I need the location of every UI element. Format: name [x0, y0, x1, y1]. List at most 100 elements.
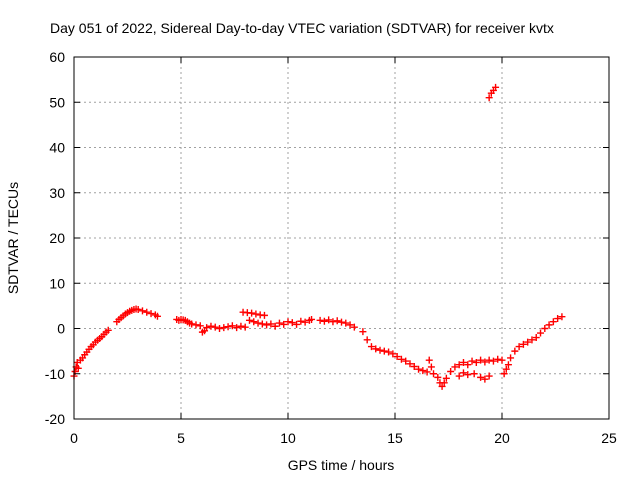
- data-point: [464, 361, 472, 369]
- data-point: [301, 318, 309, 326]
- data-point: [267, 320, 275, 328]
- data-point: [284, 318, 292, 326]
- data-point: [481, 375, 489, 383]
- data-point: [438, 382, 446, 390]
- data-point: [427, 363, 435, 371]
- y-tick-label: -10: [45, 366, 65, 382]
- data-point: [241, 323, 249, 331]
- data-point: [258, 320, 266, 328]
- data-point: [515, 343, 523, 351]
- data-point: [434, 373, 442, 381]
- data-point: [451, 363, 459, 371]
- data-point: [389, 350, 397, 358]
- x-tick-label: 15: [387, 430, 403, 446]
- x-tick-label: 25: [601, 430, 617, 446]
- data-point: [472, 358, 480, 366]
- data-point: [502, 365, 510, 373]
- data-point: [385, 348, 393, 356]
- data-points: [70, 83, 566, 390]
- axis-ticks: 0 5 10 15 20 25 -20 -10 0 10 20 30 40 50 60: [45, 49, 617, 446]
- data-point: [147, 310, 155, 318]
- data-point: [346, 321, 354, 329]
- data-point: [507, 354, 515, 362]
- data-point: [359, 328, 367, 336]
- data-point: [447, 367, 455, 375]
- data-point: [250, 318, 258, 326]
- data-point: [532, 334, 540, 342]
- y-tick-label: 20: [49, 230, 65, 246]
- data-point: [254, 319, 262, 327]
- data-point: [372, 345, 380, 353]
- data-point: [207, 322, 215, 330]
- data-point: [228, 322, 236, 330]
- data-point: [233, 324, 241, 332]
- data-point: [316, 316, 324, 324]
- data-point: [280, 320, 288, 328]
- y-tick-label: 60: [49, 49, 65, 65]
- data-point: [430, 370, 438, 378]
- data-point: [192, 321, 200, 329]
- data-point: [492, 83, 500, 91]
- data-point: [342, 319, 350, 327]
- data-point: [494, 355, 502, 363]
- data-point: [271, 322, 279, 330]
- y-tick-label: 0: [57, 321, 65, 337]
- data-point: [440, 379, 448, 387]
- y-tick-label: -20: [45, 411, 65, 427]
- data-point: [188, 320, 196, 328]
- data-point: [224, 323, 232, 331]
- data-point: [196, 322, 204, 330]
- data-point: [477, 356, 485, 364]
- data-point: [537, 329, 545, 337]
- data-point: [325, 316, 333, 324]
- data-point: [237, 322, 245, 330]
- data-point: [393, 353, 401, 361]
- data-point: [442, 374, 450, 382]
- data-point: [308, 315, 316, 323]
- data-point: [415, 365, 423, 373]
- data-point: [363, 336, 371, 344]
- data-point: [419, 367, 427, 375]
- data-point: [511, 347, 519, 355]
- data-point: [220, 324, 228, 332]
- x-tick-label: 20: [494, 430, 510, 446]
- data-point: [459, 358, 467, 366]
- data-point: [203, 324, 211, 332]
- data-point: [470, 370, 478, 378]
- data-point: [367, 343, 375, 351]
- data-point: [104, 326, 112, 334]
- data-point: [143, 308, 151, 316]
- data-point: [519, 340, 527, 348]
- data-point: [402, 357, 410, 365]
- data-point: [498, 356, 506, 364]
- data-point: [464, 371, 472, 379]
- x-tick-label: 5: [177, 430, 185, 446]
- data-point: [275, 319, 283, 327]
- data-point: [423, 368, 431, 376]
- data-point: [397, 355, 405, 363]
- data-point: [410, 363, 418, 371]
- y-tick-label: 50: [49, 94, 65, 110]
- data-point: [260, 311, 268, 319]
- data-point: [528, 336, 536, 344]
- data-point: [138, 307, 146, 315]
- data-point: [350, 323, 358, 331]
- x-tick-label: 0: [70, 430, 78, 446]
- grid: [74, 57, 609, 419]
- data-point: [380, 347, 388, 355]
- data-point: [406, 360, 414, 368]
- data-point: [248, 309, 256, 317]
- data-point: [485, 94, 493, 102]
- data-point: [455, 361, 463, 369]
- data-point: [489, 357, 497, 365]
- data-point: [288, 319, 296, 327]
- data-point: [376, 346, 384, 354]
- data-point: [252, 310, 260, 318]
- y-axis-label: SDTVAR / TECUs: [5, 182, 21, 294]
- data-point: [216, 325, 224, 332]
- data-point: [245, 316, 253, 324]
- data-point: [459, 369, 467, 377]
- y-tick-label: 40: [49, 140, 65, 156]
- data-point: [504, 361, 512, 369]
